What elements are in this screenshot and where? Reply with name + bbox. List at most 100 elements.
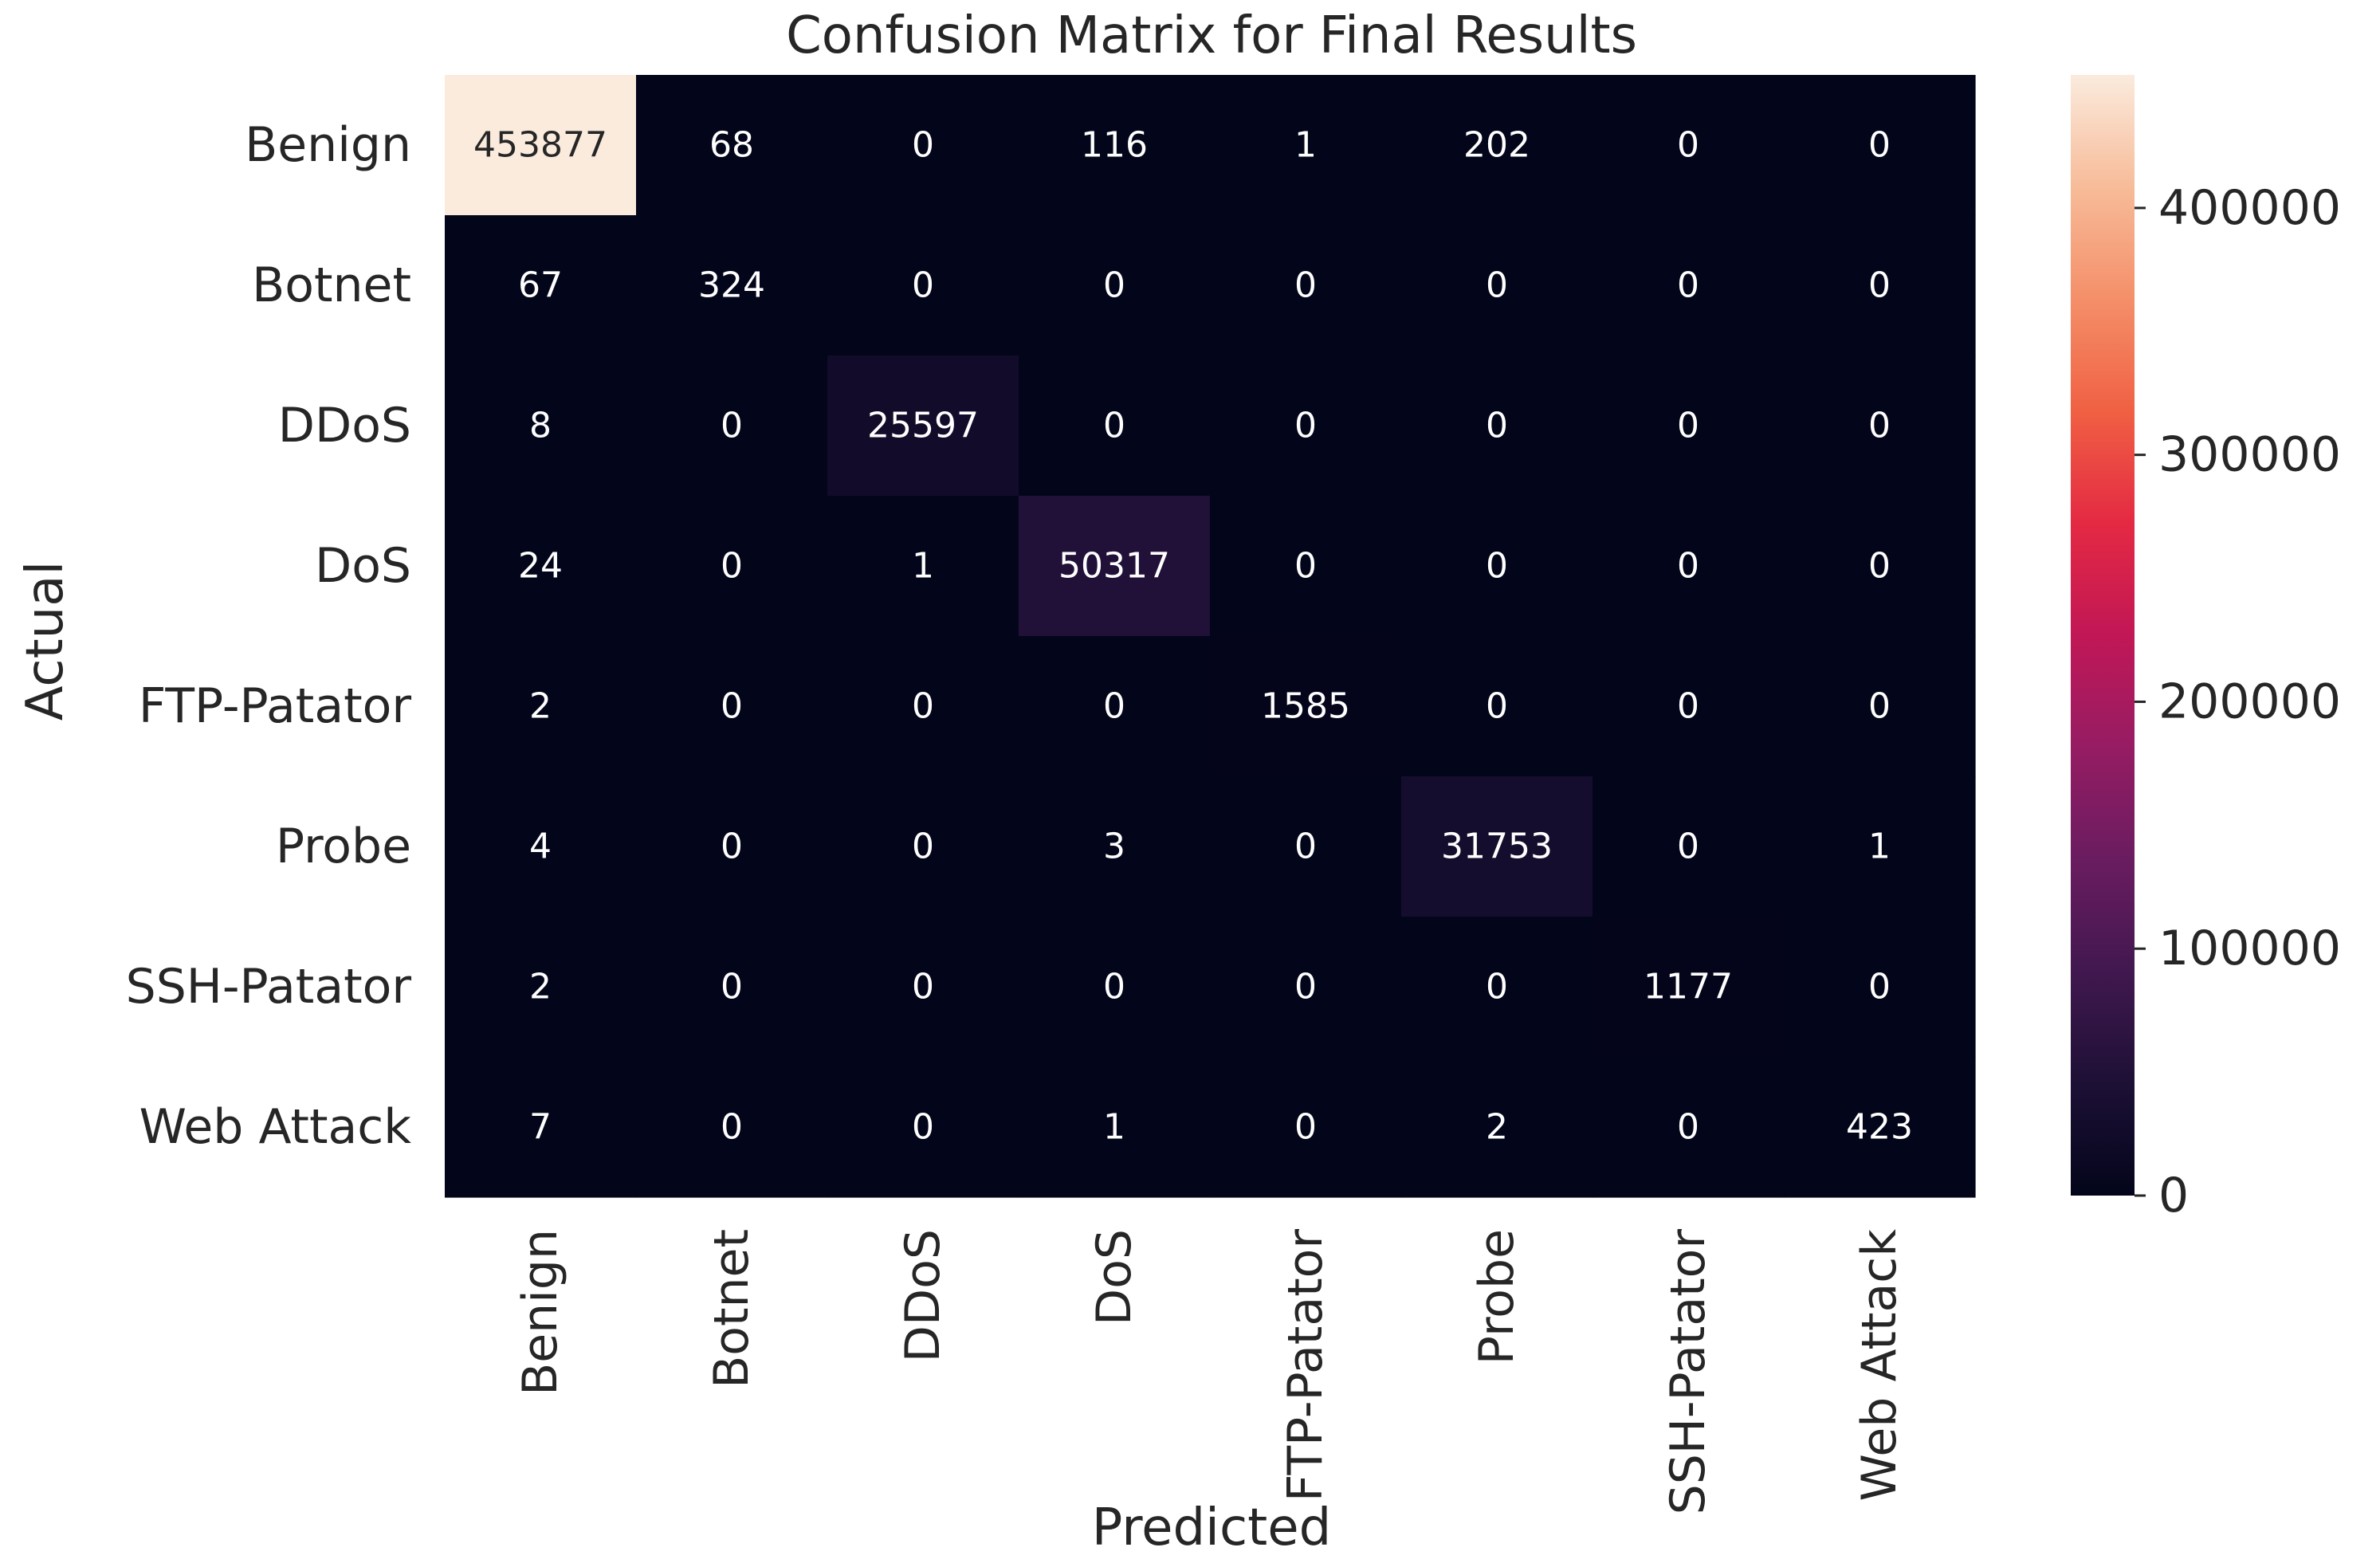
y-tick-label: Benign xyxy=(245,117,411,173)
cell-value-label: 116 xyxy=(1081,125,1148,166)
heatmap-cell xyxy=(1401,75,1593,216)
heatmap-cell xyxy=(445,75,637,216)
cell-value-label: 0 xyxy=(912,827,934,867)
colorbar-tick-label: 0 xyxy=(2158,1168,2189,1223)
cell-value-label: 0 xyxy=(1677,406,1699,446)
cell-value-label: 0 xyxy=(1868,406,1891,446)
colorbar-tick-label: 100000 xyxy=(2158,921,2341,976)
colorbar-ticks: 0 100000 200000 300000 400000 xyxy=(2135,180,2341,1223)
heatmap-cell xyxy=(445,1057,637,1198)
y-axis-tick-labels: Benign Botnet DDoS DoS FTP-Patator Probe SSH-P… xyxy=(126,117,412,1155)
cell-value-label: 2 xyxy=(529,686,552,727)
heatmap-cell xyxy=(1593,636,1785,777)
heatmap-cell xyxy=(1593,355,1785,497)
heatmap-cell xyxy=(636,496,828,637)
heatmap-cell xyxy=(445,636,637,777)
heatmap-cell xyxy=(445,917,637,1058)
cell-value-label: 1177 xyxy=(1644,967,1733,1007)
cell-value-label: 453877 xyxy=(473,125,607,166)
cell-value-label: 0 xyxy=(1868,967,1891,1007)
heatmap-cell xyxy=(636,1057,828,1198)
cell-value-label: 0 xyxy=(1868,686,1891,727)
heatmap-cell xyxy=(1210,496,1402,637)
cell-value-label: 0 xyxy=(1868,125,1891,166)
heatmap-cell xyxy=(1593,917,1785,1058)
cell-value-label: 0 xyxy=(1868,546,1891,587)
heatmap-cell xyxy=(445,215,637,356)
cell-value-label: 24 xyxy=(518,546,563,587)
heatmap-cell xyxy=(636,636,828,777)
heatmap-cell xyxy=(1019,1057,1211,1198)
cell-value-label: 7 xyxy=(529,1107,552,1148)
heatmap-cell xyxy=(827,776,1019,917)
cell-value-label: 0 xyxy=(721,406,743,446)
heatmap-cell xyxy=(1210,776,1402,917)
heatmap-cell xyxy=(1019,215,1211,356)
cell-value-label: 0 xyxy=(1677,827,1699,867)
heatmap-cell xyxy=(1019,636,1211,777)
y-tick-label: Probe xyxy=(276,819,411,874)
cell-value-label: 0 xyxy=(1103,686,1125,727)
cell-value-label: 0 xyxy=(1677,686,1699,727)
cell-value-label: 0 xyxy=(1868,265,1891,306)
heatmap-cell xyxy=(1593,215,1785,356)
cell-value-label: 0 xyxy=(912,125,934,166)
heatmap-cell xyxy=(827,215,1019,356)
heatmap-cell xyxy=(1401,1057,1593,1198)
cell-value-label: 67 xyxy=(518,265,563,306)
cell-value-label: 1585 xyxy=(1261,686,1350,727)
heatmap-cell xyxy=(1784,1057,1976,1198)
x-tick-label: FTP-Patator xyxy=(1278,1229,1333,1502)
heatmap-cell xyxy=(1019,355,1211,497)
heatmap-cell xyxy=(1593,1057,1785,1198)
cell-value-label: 0 xyxy=(1294,827,1317,867)
heatmap-cell xyxy=(1784,496,1976,637)
heatmap-cell xyxy=(445,355,637,497)
cell-value-label: 0 xyxy=(1294,967,1317,1007)
heatmap-cell xyxy=(636,917,828,1058)
heatmap-cell xyxy=(1401,496,1593,637)
heatmap-cell xyxy=(1401,917,1593,1058)
cell-value-label: 0 xyxy=(1294,1107,1317,1148)
heatmap-cell xyxy=(445,496,637,637)
heatmap-cell xyxy=(827,917,1019,1058)
heatmap-cell xyxy=(1401,776,1593,917)
cell-value-label: 1 xyxy=(1103,1107,1125,1148)
cell-value-label: 3 xyxy=(1103,827,1125,867)
heatmap-cell xyxy=(1784,776,1976,917)
y-tick-label: FTP-Patator xyxy=(139,678,411,734)
heatmap-cell xyxy=(1401,215,1593,356)
x-tick-label: Benign xyxy=(513,1229,568,1396)
cell-value-label: 0 xyxy=(1486,967,1508,1007)
heatmap-cell xyxy=(636,75,828,216)
heatmap-cell xyxy=(1401,355,1593,497)
cell-value-label: 31753 xyxy=(1441,827,1553,867)
cell-value-label: 0 xyxy=(721,1107,743,1148)
y-tick-label: Botnet xyxy=(252,257,411,313)
y-tick-label: SSH-Patator xyxy=(126,959,412,1015)
cell-value-label: 0 xyxy=(1677,265,1699,306)
cell-value-label: 4 xyxy=(529,827,552,867)
cell-value-label: 50317 xyxy=(1058,546,1170,587)
colorbar-tick-label: 200000 xyxy=(2158,674,2341,729)
cell-value-label: 2 xyxy=(1486,1107,1508,1148)
cell-value-label: 0 xyxy=(1677,125,1699,166)
cell-value-label: 0 xyxy=(912,265,934,306)
heatmap-cell xyxy=(1784,75,1976,216)
cell-value-label: 8 xyxy=(529,406,552,446)
x-axis-label: Predicted xyxy=(1092,1498,1331,1557)
cell-value-label: 0 xyxy=(721,967,743,1007)
heatmap-cell xyxy=(1019,496,1211,637)
x-tick-label: SSH-Patator xyxy=(1660,1229,1716,1515)
heatmap-cell xyxy=(1019,917,1211,1058)
heatmap-cell xyxy=(827,75,1019,216)
cell-value-label: 0 xyxy=(912,967,934,1007)
cell-value-label: 0 xyxy=(912,1107,934,1148)
heatmap-cell xyxy=(1784,215,1976,356)
heatmap-cell xyxy=(636,355,828,497)
y-tick-label: DoS xyxy=(315,538,411,594)
heatmap-cell xyxy=(827,1057,1019,1198)
heatmap-cell xyxy=(1401,636,1593,777)
cell-value-label: 2 xyxy=(529,967,552,1007)
heatmap-cell xyxy=(1210,75,1402,216)
